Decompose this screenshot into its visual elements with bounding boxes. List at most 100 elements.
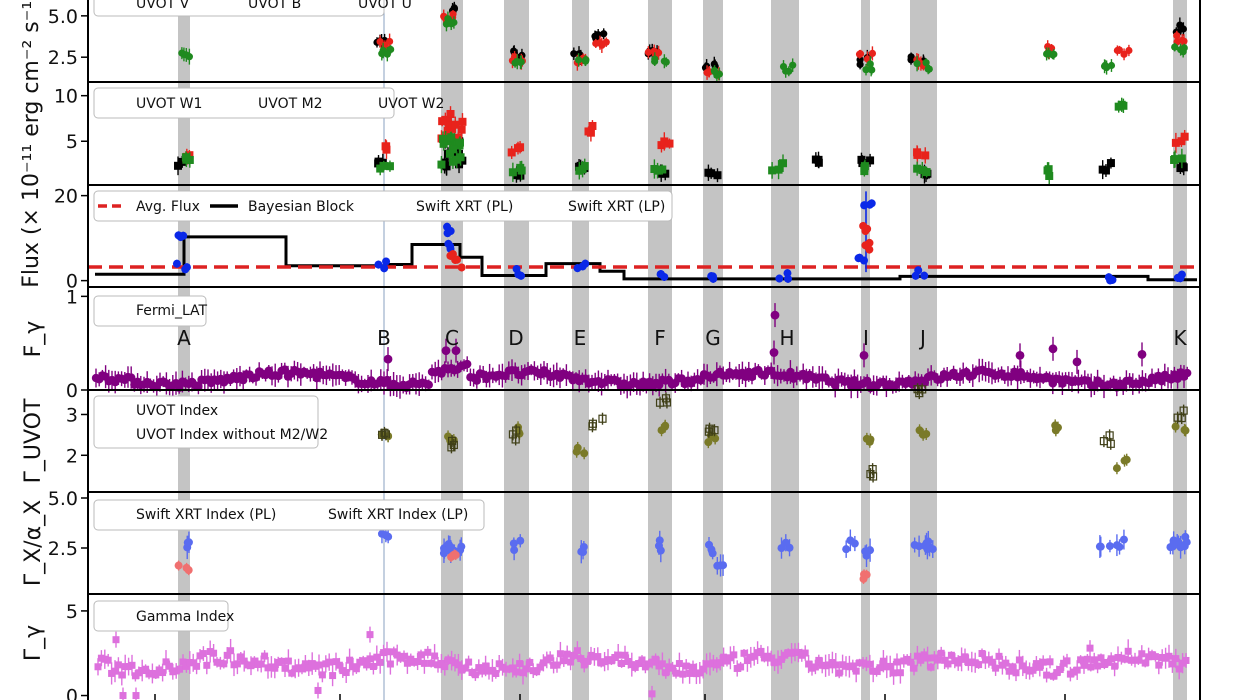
gamma-index-point (176, 665, 184, 673)
gamma-index-point (516, 660, 524, 668)
uvot-vbu-point (1044, 43, 1052, 51)
gamma-index-point (1073, 666, 1081, 674)
gamma-index-point (179, 658, 187, 666)
gamma-index-point (720, 653, 728, 661)
gamma-index-point (893, 658, 901, 666)
gamma-index-point (1039, 658, 1047, 666)
gamma-index-point (876, 664, 884, 672)
fermi-point (786, 367, 795, 377)
xray-index-pl-point (1181, 532, 1190, 541)
uvot-index-point (1112, 464, 1121, 473)
gamma-index-point (1077, 656, 1085, 664)
legend-label: UVOT W2 (378, 96, 444, 112)
uvot-w-point (1177, 154, 1186, 163)
xrt-pl-point (1176, 274, 1185, 283)
gamma-index-point (1107, 655, 1115, 663)
gamma-index-point (1121, 655, 1129, 663)
fermi-high-point (383, 354, 393, 364)
gamma-index-point (492, 669, 500, 677)
legend-label: Avg. Flux (136, 199, 200, 215)
uvot-index-point (1180, 425, 1189, 434)
text-layer: Flux (× 10⁻¹¹ erg cm⁻² s⁻¹) 2.55.0510020… (19, 0, 1187, 700)
data-points-layer (88, 0, 1200, 700)
gamma-index-point (1141, 659, 1149, 667)
gamma-index-point (237, 653, 245, 661)
y-label-xray-index: Γ_X/α_X (21, 500, 46, 586)
gamma-index-point (1175, 665, 1183, 673)
gamma-index-point (114, 661, 122, 669)
uvot-w-point (513, 144, 522, 153)
uvot-vbu-point (651, 55, 659, 63)
uvot-w-point (438, 117, 447, 126)
gamma-index-point (1080, 661, 1088, 669)
epoch-letter-I: I (863, 326, 869, 350)
gamma-index-point (686, 669, 694, 677)
gamma-index-point (1036, 663, 1044, 671)
ytick-label: 20 (54, 186, 78, 208)
uvot-w-point (443, 127, 452, 136)
uvot-w-point (713, 171, 722, 180)
uvot-vbu-point (1171, 43, 1179, 51)
gamma-index-point (584, 657, 592, 665)
gamma-index-point (750, 652, 758, 660)
legend-label: Bayesian Block (248, 199, 355, 215)
gamma-index-point (315, 661, 323, 669)
uvot-w-point (455, 138, 464, 147)
xrt-lp-point (453, 255, 462, 264)
uvot-w-point (1098, 165, 1107, 174)
uvot-w-point (580, 162, 589, 171)
gamma-index-point (777, 655, 785, 663)
uvot-vbu-point (913, 59, 921, 68)
xrt-pl-point (1104, 273, 1113, 282)
uvot-vbu-point (570, 50, 578, 58)
xrt-lp-point (863, 224, 872, 233)
uvot-vbu-point (856, 50, 865, 58)
uvot-w-point (665, 139, 674, 148)
uvot-w-point (445, 149, 454, 158)
xrt-pl-point (517, 271, 526, 280)
gamma-index-point (546, 654, 554, 662)
gamma-index-point (1083, 655, 1091, 663)
xray-index-pl-point (716, 561, 725, 570)
gamma-index-point (193, 662, 201, 670)
xray-index-pl-point (1180, 542, 1189, 551)
uvot-w-point (458, 117, 467, 126)
uvot-vbu-point (1177, 46, 1185, 54)
uvot-vbu-point (516, 58, 525, 67)
gamma-index-point (995, 652, 1003, 660)
ytick-label: 10 (54, 86, 78, 108)
uvot-w-point (457, 125, 466, 134)
uvot-vbu-point (644, 48, 652, 56)
gamma-index-point (988, 658, 996, 666)
epoch-letter-A: A (177, 326, 191, 350)
gamma-index-point (662, 669, 670, 677)
uvot-w-point (374, 159, 383, 168)
xray-index-pl-point (516, 536, 525, 545)
gamma-index-point (1002, 659, 1010, 667)
uvot-index-nom2-point (1105, 431, 1114, 440)
panel-frame-6 (87, 593, 1201, 700)
uvot-index-nom2-point (378, 430, 387, 439)
xray-index-pl-point (183, 538, 192, 547)
xray-index-pl-point (842, 545, 851, 554)
xray-index-pl-point (910, 541, 919, 550)
xray-index-pl-point (781, 538, 790, 547)
xrt-pl-point (656, 270, 665, 279)
uvot-vbu-point (710, 67, 719, 76)
uvot-vbu-point (602, 38, 610, 46)
gamma-index-point (594, 653, 602, 661)
gamma-index-point (947, 651, 955, 659)
gamma-index-point (1087, 663, 1095, 671)
uvot-index-nom2-point (449, 440, 458, 450)
xrt-pl-point (708, 272, 717, 281)
gamma-index-point (927, 663, 935, 671)
uvot-vbu-point (591, 32, 599, 40)
gamma-index-point (631, 663, 639, 671)
fermi-high-point (1137, 350, 1147, 359)
xrt-pl-point (443, 222, 452, 231)
gamma-index-point (509, 664, 517, 672)
uvot-w-point (447, 133, 456, 142)
gamma-index-point (420, 659, 428, 667)
uvot-index-point (573, 443, 582, 452)
legend-label: UVOT U (358, 0, 412, 12)
